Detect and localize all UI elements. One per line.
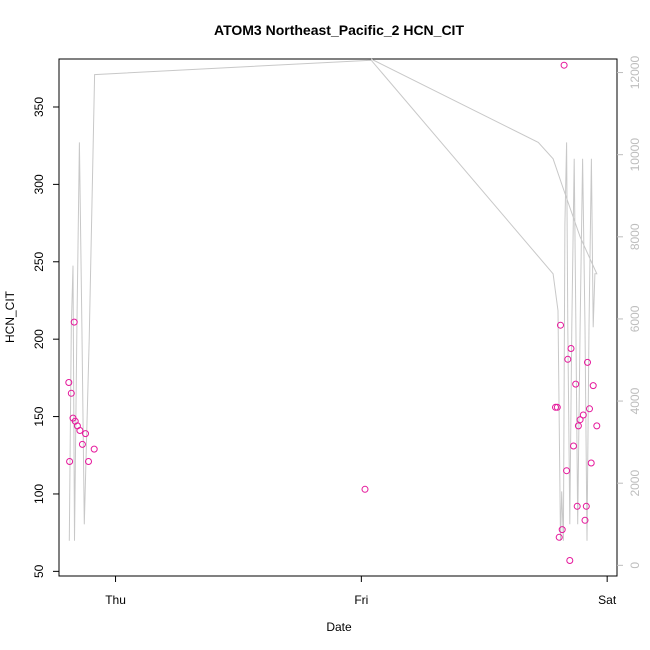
data-point [67,389,75,397]
y2-tick-label: 8000 [628,223,642,250]
data-point [570,442,577,450]
x-tick-label: Sat [598,593,617,607]
y-tick-label: 300 [32,174,46,194]
y-axis-right: 0 2000 4000 6000 8000 10000 12000 [617,56,642,569]
data-point [566,557,574,564]
data-point [579,411,587,419]
data-point [76,427,84,434]
y2-tick-label: 0 [628,562,642,569]
x-axis-label: Date [326,620,352,634]
data-point [593,422,601,430]
data-point-layer [65,61,601,564]
altitude-line-layer [68,58,598,541]
data-point [70,318,78,326]
data-point [557,321,564,329]
y-axis-label: HCN_CIT [3,290,17,343]
y-axis-left: 50 100 150 200 250 300 350 [32,97,59,578]
data-point [90,445,98,453]
data-point [582,502,590,510]
data-point [563,467,571,475]
data-point [567,345,575,352]
data-point [572,380,580,388]
data-point [65,379,73,386]
x-tick-label: Thu [105,593,126,607]
y2-tick-label: 2000 [628,470,642,497]
y2-tick-label: 12000 [628,56,642,90]
data-point [66,458,74,465]
y-tick-label: 50 [32,564,46,578]
x-axis: Thu Fri Sat [105,576,617,607]
data-point [581,516,589,524]
y2-tick-label: 6000 [628,305,642,332]
data-point [584,358,591,366]
y-tick-label: 200 [32,329,46,349]
y2-tick-label: 4000 [628,387,642,414]
data-point [361,485,369,493]
data-point [573,502,581,510]
data-point [558,526,566,534]
data-point [85,458,92,465]
data-point [82,430,89,438]
data-point [574,422,582,430]
y-tick-label: 350 [32,97,46,117]
data-point [560,61,568,69]
data-point [576,416,584,424]
data-point [553,403,561,411]
y-tick-label: 150 [32,406,46,426]
data-point [587,459,595,467]
y-tick-label: 100 [32,484,46,504]
x-tick-label: Fri [354,593,368,607]
data-point [586,405,593,413]
plot-frame [58,58,618,577]
y2-tick-label: 10000 [628,138,642,172]
y-tick-label: 250 [32,251,46,271]
chart-title: ATOM3 Northeast_Pacific_2 HCN_CIT [214,22,464,38]
data-point [555,533,563,541]
data-point [564,355,572,363]
altitude-line [68,58,598,541]
data-point [589,382,597,390]
data-point [78,440,86,448]
